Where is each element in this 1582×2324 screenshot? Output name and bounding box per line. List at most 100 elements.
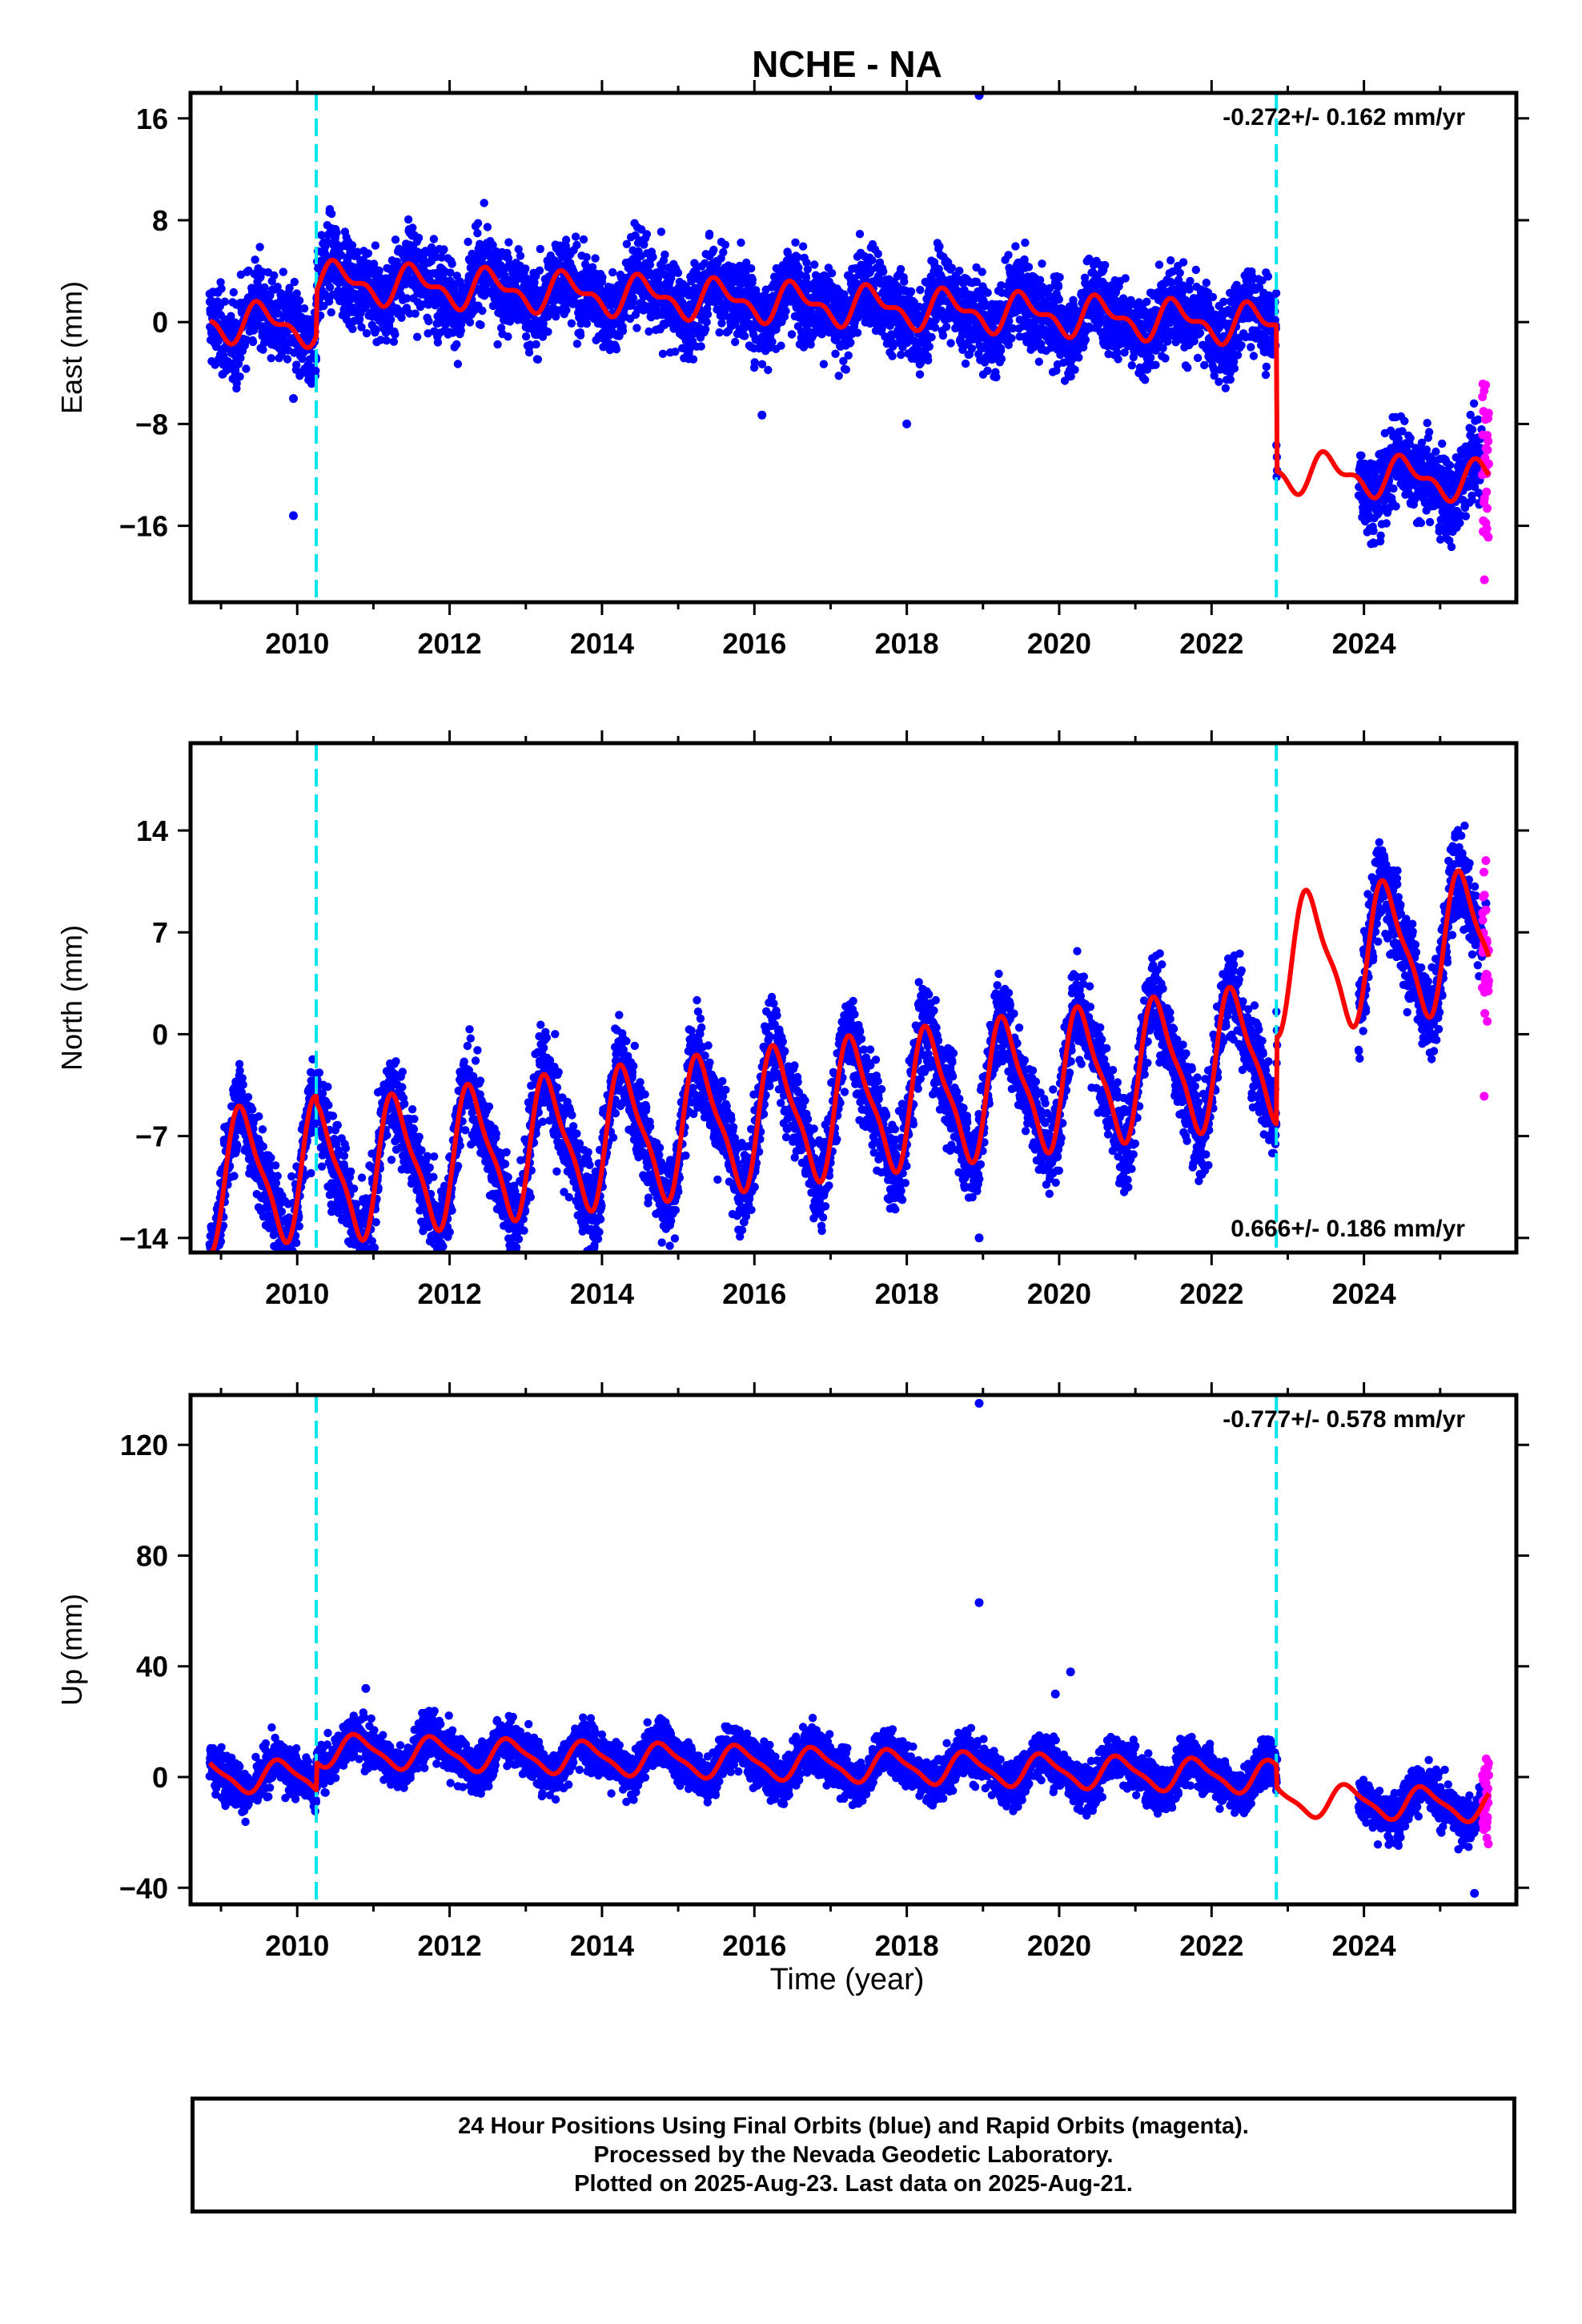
final-point (791, 238, 800, 247)
final-point (521, 264, 530, 273)
final-point (572, 240, 581, 250)
final-point (298, 354, 307, 364)
final-point (896, 264, 905, 274)
final-point (622, 239, 632, 248)
final-point (579, 235, 588, 244)
final-point (1202, 278, 1211, 287)
final-point (1114, 355, 1122, 364)
final-point (879, 267, 888, 276)
final-point (391, 235, 400, 244)
final-point (464, 237, 472, 247)
final-point (967, 344, 977, 353)
final-point (1024, 263, 1034, 271)
final-point (1166, 256, 1175, 265)
final-point (242, 364, 251, 373)
final-point (248, 337, 258, 347)
panel-east: 2010 2012 2014 2016 2018 2020 2022 20241680−8−1… (55, 80, 1529, 660)
final-point (819, 360, 829, 368)
final-point (1221, 384, 1231, 392)
final-point (411, 309, 420, 318)
final-point (535, 266, 544, 275)
final-point (588, 263, 597, 271)
final-point (223, 356, 232, 366)
final-point (1200, 360, 1209, 370)
final-point (362, 329, 371, 338)
final-point (628, 294, 638, 303)
final-point (387, 315, 396, 324)
final-point (453, 360, 463, 368)
final-point (236, 353, 245, 363)
chart-title: NCHE - NA (752, 43, 942, 85)
final-point (403, 294, 412, 303)
final-point (701, 259, 709, 267)
final-point (947, 263, 957, 272)
final-point (1191, 265, 1201, 275)
final-point (737, 238, 745, 247)
final-point (648, 252, 657, 262)
final-point (996, 346, 1006, 355)
final-point (1127, 361, 1137, 370)
final-point (270, 271, 279, 280)
final-point (576, 331, 585, 340)
final-point (925, 342, 934, 351)
final-point (1021, 238, 1030, 247)
plot-area-0 (205, 93, 1493, 602)
final-point (412, 332, 422, 341)
final-point (656, 227, 666, 236)
final-point (404, 215, 413, 224)
final-point (514, 245, 523, 254)
final-point (536, 244, 544, 254)
final-point (325, 283, 335, 292)
final-point (916, 285, 925, 295)
final-point (483, 223, 492, 231)
final-point (220, 297, 229, 306)
final-point (1054, 282, 1063, 292)
final-point (476, 320, 485, 329)
final-point (267, 354, 275, 363)
final-point (231, 366, 240, 375)
final-point (930, 323, 940, 332)
final-point (839, 356, 848, 365)
final-point (1154, 260, 1164, 269)
final-point (793, 253, 802, 262)
final-point (702, 318, 711, 327)
final-point (747, 264, 756, 273)
final-point (927, 332, 936, 342)
final-point (671, 348, 680, 356)
final-point (915, 370, 925, 379)
final-point (391, 330, 400, 339)
final-point (363, 249, 372, 258)
final-point (414, 233, 424, 243)
final-point (983, 288, 992, 297)
final-point (1054, 295, 1064, 304)
final-point (715, 328, 724, 337)
final-point (1101, 260, 1110, 270)
final-point (750, 358, 759, 367)
final-point (292, 289, 301, 298)
final-point (731, 337, 740, 347)
final-point (777, 341, 785, 350)
final-point (255, 243, 264, 251)
final-point (935, 242, 944, 251)
final-point (259, 345, 267, 354)
final-point (437, 253, 446, 262)
final-point (382, 336, 391, 345)
final-point (533, 355, 543, 364)
final-point (1247, 343, 1255, 352)
final-point (906, 287, 916, 296)
final-point (1175, 268, 1184, 277)
final-point (433, 338, 443, 347)
final-point (608, 267, 617, 277)
final-point (290, 277, 299, 287)
final-point (572, 340, 582, 348)
final-point (538, 332, 548, 341)
final-point (1151, 360, 1160, 369)
final-point (371, 325, 380, 335)
final-point (803, 265, 812, 274)
final-point (983, 366, 992, 376)
final-point (637, 225, 646, 234)
final-point (530, 283, 540, 293)
final-point (834, 372, 843, 380)
final-point (532, 340, 540, 349)
